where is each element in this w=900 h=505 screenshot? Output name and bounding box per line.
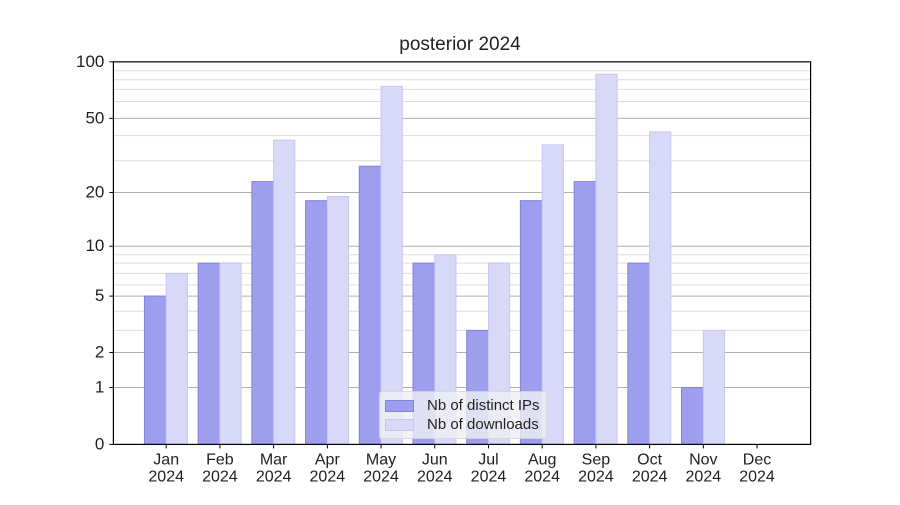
svg-text:0: 0	[95, 434, 104, 453]
svg-text:Sep: Sep	[582, 451, 611, 468]
svg-text:2: 2	[95, 343, 104, 362]
svg-text:Oct: Oct	[637, 451, 662, 468]
svg-text:2024: 2024	[148, 468, 184, 485]
svg-text:2024: 2024	[632, 468, 668, 485]
svg-text:Aug: Aug	[528, 451, 556, 468]
svg-text:50: 50	[85, 108, 104, 127]
svg-text:2024: 2024	[256, 468, 292, 485]
svg-text:20: 20	[85, 182, 104, 201]
svg-text:2024: 2024	[739, 468, 775, 485]
svg-text:2024: 2024	[310, 468, 346, 485]
svg-text:1: 1	[95, 378, 104, 397]
svg-text:2024: 2024	[417, 468, 453, 485]
svg-text:Jul: Jul	[478, 451, 498, 468]
svg-text:2024: 2024	[471, 468, 507, 485]
svg-text:Feb: Feb	[206, 451, 234, 468]
svg-text:Dec: Dec	[743, 451, 771, 468]
svg-text:5: 5	[95, 286, 104, 305]
svg-text:2024: 2024	[202, 468, 238, 485]
svg-text:100: 100	[76, 52, 104, 71]
svg-text:Mar: Mar	[260, 451, 288, 468]
svg-text:Apr: Apr	[315, 451, 341, 468]
svg-text:Nov: Nov	[689, 451, 717, 468]
svg-text:2024: 2024	[363, 468, 399, 485]
svg-text:2024: 2024	[524, 468, 560, 485]
svg-text:2024: 2024	[686, 468, 722, 485]
svg-text:Jun: Jun	[422, 451, 448, 468]
svg-text:May: May	[366, 451, 396, 468]
svg-text:Jan: Jan	[153, 451, 179, 468]
svg-text:posterior 2024: posterior 2024	[399, 34, 521, 55]
svg-text:10: 10	[85, 236, 104, 255]
svg-text:2024: 2024	[578, 468, 614, 485]
